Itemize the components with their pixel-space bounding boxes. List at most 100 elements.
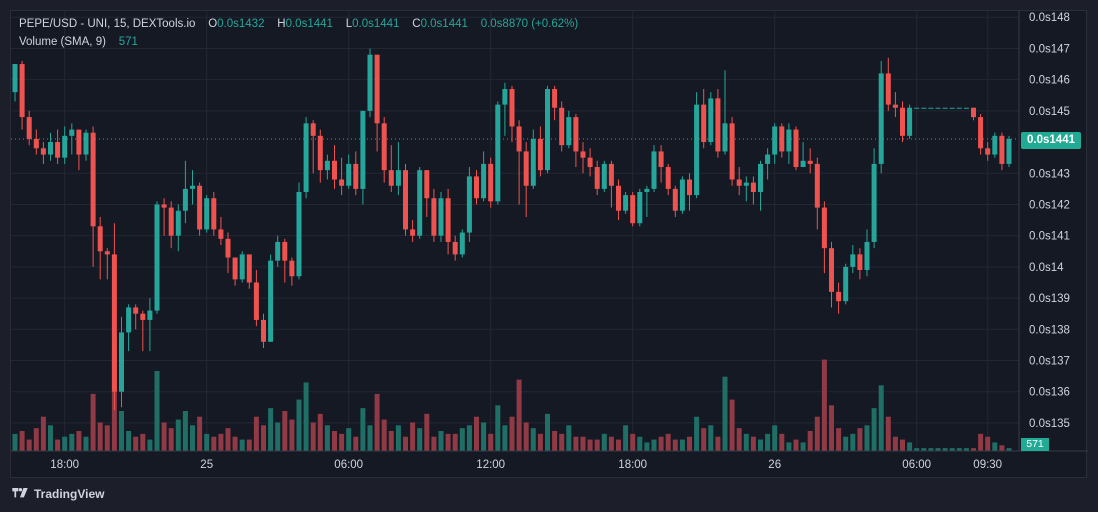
candle-body xyxy=(417,170,423,236)
candle-body xyxy=(452,241,458,255)
candle-body xyxy=(772,126,778,155)
candle xyxy=(644,185,650,217)
high-key: H xyxy=(277,18,286,30)
volume-bar xyxy=(658,436,664,451)
candle xyxy=(573,113,579,168)
candles xyxy=(12,48,1012,411)
grid-lines xyxy=(11,11,1019,451)
candle xyxy=(701,89,707,149)
volume-bar xyxy=(616,439,621,451)
candle xyxy=(800,142,806,168)
candle-body xyxy=(147,310,153,320)
volume-bar xyxy=(942,448,948,451)
candle xyxy=(580,142,586,174)
candle-body xyxy=(488,163,494,202)
time-axis[interactable]: 18:00 25 06:00 12:00 18:00 26 06:00 09:30 xyxy=(50,459,1002,471)
candle xyxy=(275,235,281,267)
candle-body xyxy=(892,104,898,108)
candle-body xyxy=(864,241,870,271)
candle xyxy=(403,163,408,236)
candle xyxy=(182,160,188,224)
candle-body xyxy=(62,135,68,158)
candle xyxy=(324,154,330,180)
candle-body xyxy=(601,163,607,189)
candle xyxy=(630,191,636,227)
candle-body xyxy=(381,123,387,171)
volume-bar xyxy=(772,425,778,451)
candle-body xyxy=(885,73,891,105)
candle xyxy=(814,157,820,230)
candle xyxy=(857,248,863,280)
candle-body xyxy=(814,163,820,208)
volume-bar xyxy=(438,431,444,451)
price-chart[interactable]: 0.0s148 0.0s147 0.0s146 0.0s145 0.0s143 0.0s1… xyxy=(11,11,1088,479)
volume-bar xyxy=(275,422,281,451)
time-tick-label: 25 xyxy=(200,459,213,471)
candle xyxy=(530,129,536,189)
candle xyxy=(729,117,735,186)
volume-bar xyxy=(332,431,337,451)
candle-body xyxy=(722,123,728,152)
volume-bar xyxy=(218,433,224,451)
chart-frame[interactable]: 0.0s148 0.0s147 0.0s146 0.0s145 0.0s143 0.0s1… xyxy=(10,10,1088,479)
candle xyxy=(821,201,827,274)
candle-body xyxy=(388,170,394,186)
candle-body xyxy=(701,104,707,143)
volume-bar xyxy=(346,428,352,451)
candle xyxy=(147,298,153,352)
candle-body xyxy=(708,98,714,143)
candle-body xyxy=(537,138,543,171)
volume-bar xyxy=(914,448,920,451)
candle-body xyxy=(296,191,302,277)
candle xyxy=(956,107,962,109)
candle xyxy=(111,223,117,411)
candle-body xyxy=(353,163,359,189)
candle-body xyxy=(616,185,621,211)
candle xyxy=(445,188,451,255)
candle xyxy=(424,170,430,217)
volume-bar xyxy=(786,442,792,451)
candle xyxy=(197,182,203,236)
candle xyxy=(310,120,316,174)
candle-body xyxy=(275,241,281,261)
candle xyxy=(282,238,288,283)
volume-bar xyxy=(12,433,18,451)
volume-legend: Volume (SMA, 9) 571 xyxy=(19,36,138,48)
volume-bar xyxy=(552,431,558,451)
candle-body xyxy=(509,89,515,127)
candle-body xyxy=(438,198,444,236)
candle xyxy=(878,60,884,174)
candle xyxy=(601,160,607,192)
candle xyxy=(97,216,103,280)
price-tick-label: 0.0s138 xyxy=(1029,324,1070,336)
candle-body xyxy=(140,313,146,320)
candle-body xyxy=(282,241,288,261)
branding[interactable]: TradingView xyxy=(10,486,104,502)
symbol-label[interactable]: PEPE/USD - UNI, 15, DEXTools.io xyxy=(19,18,196,30)
candle-body xyxy=(253,282,259,320)
volume-bar xyxy=(864,425,870,451)
candle xyxy=(211,191,217,236)
volume-bar xyxy=(608,436,614,451)
volume-bar xyxy=(417,428,423,451)
volume-bar xyxy=(530,428,536,451)
candle xyxy=(708,92,714,146)
candle xyxy=(864,229,870,277)
candle xyxy=(743,176,749,202)
candle-body xyxy=(935,107,941,109)
candle-body xyxy=(750,182,756,192)
price-axis[interactable]: 0.0s148 0.0s147 0.0s146 0.0s145 0.0s143 0.0s1… xyxy=(1029,12,1070,430)
candle xyxy=(40,142,46,164)
candle-body xyxy=(466,176,472,233)
candle-body xyxy=(942,107,948,109)
volume-label[interactable]: Volume (SMA, 9) xyxy=(19,36,106,48)
volume-bar xyxy=(956,448,962,451)
candle-body xyxy=(637,191,643,224)
close-key: C xyxy=(412,18,421,30)
candle-body xyxy=(403,170,408,230)
candle xyxy=(381,117,387,183)
volume-bar xyxy=(821,359,827,451)
volume-bar xyxy=(296,399,302,451)
candle xyxy=(353,151,359,196)
price-tick-label: 0.0s135 xyxy=(1029,418,1070,430)
